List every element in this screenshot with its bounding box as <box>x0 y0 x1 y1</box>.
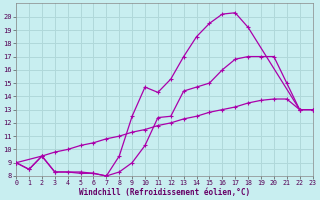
X-axis label: Windchill (Refroidissement éolien,°C): Windchill (Refroidissement éolien,°C) <box>79 188 250 197</box>
